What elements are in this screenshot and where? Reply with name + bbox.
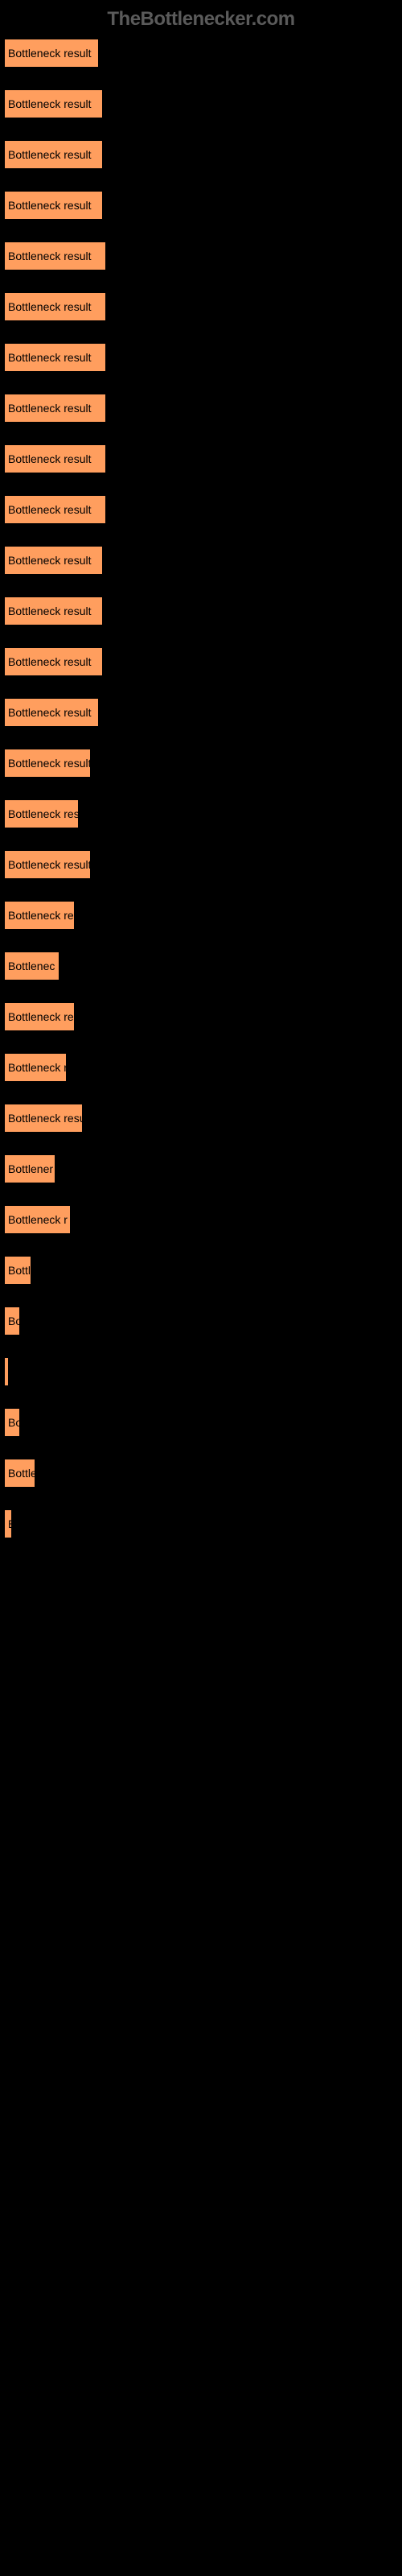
bar-label: Bottleneck res xyxy=(8,807,79,820)
bar-row: Bottleneck r xyxy=(4,1053,398,1082)
bar-label: Bottleneck r xyxy=(8,1213,68,1226)
bar-row: Bottle xyxy=(4,1459,398,1488)
bar-label: Bottleneck result xyxy=(8,199,92,212)
bar-row: Bottleneck result xyxy=(4,597,398,625)
bar-label: Bottleneck re xyxy=(8,909,74,922)
bar-label: Bottleneck r xyxy=(8,1061,67,1074)
bar-row: Bottleneck result xyxy=(4,292,398,321)
bar-label: Bottl xyxy=(8,1264,31,1277)
bar-label: Bottleneck result xyxy=(8,503,92,516)
bar-row: Bottlener xyxy=(4,1154,398,1183)
bar-row: B xyxy=(4,1509,398,1538)
bar-row: Bottleneck r xyxy=(4,1205,398,1234)
bar-label: Bottleneck result xyxy=(8,858,91,871)
bar: Bottleneck result xyxy=(4,444,106,473)
bar: Bottleneck result xyxy=(4,749,91,778)
bar-row: Bottleneck re xyxy=(4,1002,398,1031)
bar-row: Bottleneck result xyxy=(4,191,398,220)
bar: Bottleneck re xyxy=(4,1002,75,1031)
bar: B xyxy=(4,1509,12,1538)
bar: Bottleneck resu xyxy=(4,1104,83,1133)
bar-label: Bottleneck result xyxy=(8,300,92,313)
bar-label: Bottleneck result xyxy=(8,148,92,161)
bar-label: Bottleneck result xyxy=(8,47,92,60)
bar-label: Bottleneck result xyxy=(8,554,92,567)
bar-row: Bo xyxy=(4,1307,398,1335)
bar-label: Bottleneck result xyxy=(8,605,92,617)
bar: Bottleneck res xyxy=(4,799,79,828)
bar xyxy=(4,1357,9,1386)
bar: Bottleneck re xyxy=(4,901,75,930)
bar-row: Bottleneck result xyxy=(4,698,398,727)
bar-label: Bottlener xyxy=(8,1162,53,1175)
bar-row: Bottleneck result xyxy=(4,140,398,169)
bar: Bottleneck result xyxy=(4,292,106,321)
bar-label: Bo xyxy=(8,1315,20,1327)
bar-row: Bottleneck result xyxy=(4,242,398,270)
bar: Bottleneck result xyxy=(4,242,106,270)
bar-label: Bottleneck result xyxy=(8,757,91,770)
bar: Bottl xyxy=(4,1256,31,1285)
bar: Bottleneck result xyxy=(4,850,91,879)
bar-row: Bottleneck result xyxy=(4,749,398,778)
bar-row: Bottleneck result xyxy=(4,444,398,473)
bar-label: B xyxy=(8,1517,12,1530)
bar-row: Bottleneck result xyxy=(4,394,398,423)
bar: Bottleneck result xyxy=(4,495,106,524)
bar-label: Bottleneck re xyxy=(8,1010,74,1023)
bar: Bottlenec xyxy=(4,952,59,980)
bar: Bo xyxy=(4,1408,20,1437)
bar: Bottleneck r xyxy=(4,1205,71,1234)
bar-row: Bottleneck re xyxy=(4,901,398,930)
bar: Bottleneck result xyxy=(4,343,106,372)
bar: Bottleneck result xyxy=(4,546,103,575)
bar-row: Bottleneck result xyxy=(4,546,398,575)
bar: Bottleneck result xyxy=(4,89,103,118)
bottleneck-chart: Bottleneck result Bottleneck result Bottle… xyxy=(0,39,402,1538)
bar: Bottleneck result xyxy=(4,698,99,727)
bar-label: Bottleneck result xyxy=(8,706,92,719)
bar-row xyxy=(4,1357,398,1386)
bar: Bottleneck result xyxy=(4,597,103,625)
bar-row: Bottleneck result xyxy=(4,89,398,118)
bar-row: Bottlenec xyxy=(4,952,398,980)
bar: Bottleneck result xyxy=(4,140,103,169)
bar-row: Bo xyxy=(4,1408,398,1437)
bar-row: Bottleneck result xyxy=(4,343,398,372)
bar-row: Bottleneck result xyxy=(4,850,398,879)
bar-label: Bottleneck result xyxy=(8,402,92,415)
bar-label: Bo xyxy=(8,1416,20,1429)
watermark-text: TheBottlenecker.com xyxy=(0,8,402,31)
bar-row: Bottleneck resu xyxy=(4,1104,398,1133)
bar: Bottleneck r xyxy=(4,1053,67,1082)
bar: Bottleneck result xyxy=(4,191,103,220)
bar: Bo xyxy=(4,1307,20,1335)
bar: Bottleneck result xyxy=(4,39,99,68)
bar-label: Bottleneck resu xyxy=(8,1112,83,1125)
bar-label: Bottleneck result xyxy=(8,250,92,262)
bar: Bottlener xyxy=(4,1154,55,1183)
bar: Bottleneck result xyxy=(4,394,106,423)
bar-label: Bottleneck result xyxy=(8,655,92,668)
bar-label: Bottle xyxy=(8,1467,35,1480)
bar-row: Bottleneck result xyxy=(4,495,398,524)
bar-row: Bottl xyxy=(4,1256,398,1285)
bar-label: Bottleneck result xyxy=(8,97,92,110)
bar-label: Bottlenec xyxy=(8,960,55,972)
bar-row: Bottleneck res xyxy=(4,799,398,828)
bar-label: Bottleneck result xyxy=(8,452,92,465)
bar-row: Bottleneck result xyxy=(4,647,398,676)
bar: Bottleneck result xyxy=(4,647,103,676)
bar-label: Bottleneck result xyxy=(8,351,92,364)
bar-row: Bottleneck result xyxy=(4,39,398,68)
bar: Bottle xyxy=(4,1459,35,1488)
